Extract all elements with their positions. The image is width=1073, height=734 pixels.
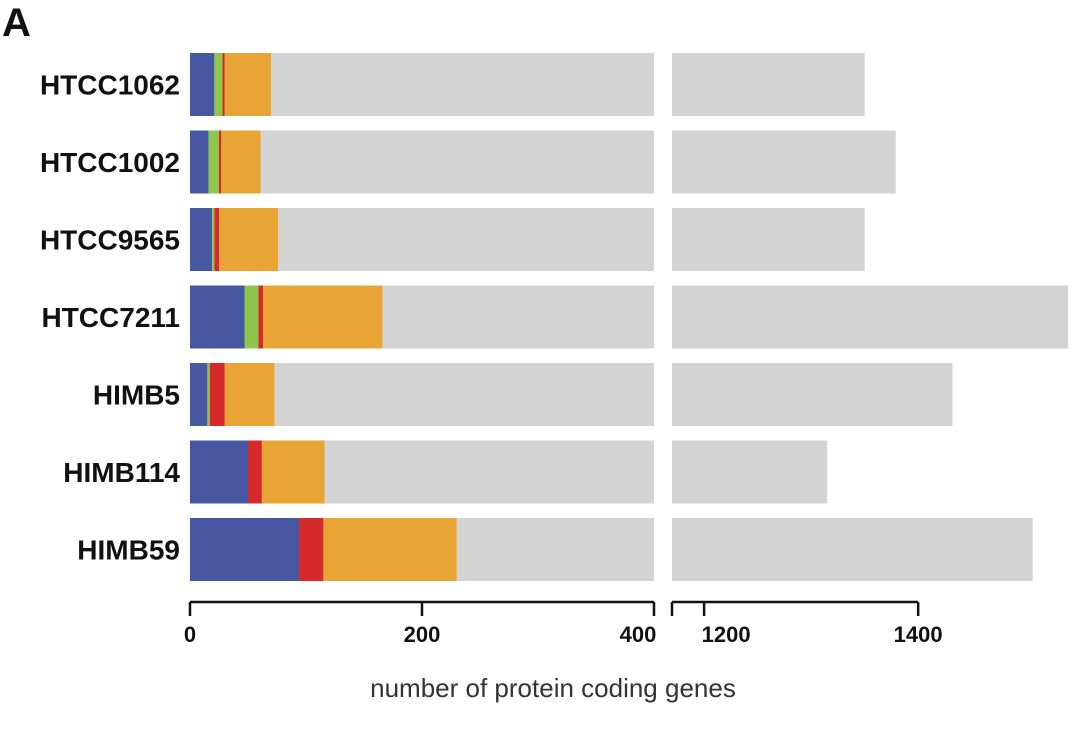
bar-segment-htcc7211-s3 (263, 285, 383, 349)
bar-segment-htcc1062-s2 (222, 53, 225, 116)
category-label-htcc7211: HTCC7211 (41, 302, 180, 333)
bar-segment-htcc7211-s0 (190, 285, 245, 349)
bar-segment-himb5-s1 (207, 363, 210, 426)
bar-segment-htcc1002-s1 (208, 130, 219, 194)
bar-segment-himb114-s4-upper (672, 440, 828, 504)
bar-segment-himb59-s0 (190, 518, 300, 581)
bar-segment-htcc1062-s1 (214, 53, 223, 116)
bar-row-htcc7211 (190, 285, 1068, 349)
bar-segment-htcc1002-s2 (219, 130, 222, 194)
bar-segment-htcc1002-s4-upper (672, 130, 896, 194)
category-labels: HTCC1062 HTCC1002 HTCC9565 HTCC7211 HIMB5 HIM… (40, 70, 180, 566)
bar-segment-htcc9565-s0 (190, 208, 213, 271)
x-tick-label-1400: 1400 (894, 622, 943, 647)
category-label-himb5: HIMB5 (93, 380, 180, 411)
bar-segment-htcc1002-s4 (260, 130, 654, 194)
category-label-htcc1002: HTCC1002 (40, 147, 180, 178)
bar-segment-himb59-s4-upper (672, 518, 1033, 581)
bar-segment-himb5-s0 (190, 363, 208, 426)
bar-row-htcc1002 (190, 130, 896, 194)
bar-segment-htcc1062-s4 (271, 53, 654, 116)
bar-segment-himb114-s0 (190, 440, 248, 504)
bar-segment-himb5-s4-upper (672, 363, 953, 426)
bar-segment-himb5-s2 (209, 363, 225, 426)
bar-segment-htcc7211-s4-upper (672, 285, 1068, 349)
bar-segment-htcc9565-s2 (214, 208, 219, 271)
bar-segment-himb5-s3 (224, 363, 275, 426)
bar-row-himb5 (190, 363, 953, 426)
bars (190, 53, 1068, 581)
bar-segment-himb5-s4 (274, 363, 654, 426)
bar-segment-himb59-s4 (456, 518, 654, 581)
x-tick-label-0: 0 (184, 622, 196, 647)
category-label-htcc9565: HTCC9565 (40, 225, 180, 256)
bar-segment-htcc7211-s1 (244, 285, 259, 349)
x-tick-label-200: 200 (404, 622, 441, 647)
bar-segment-htcc1062-s3 (224, 53, 272, 116)
bar-segment-himb59-s3 (323, 518, 457, 581)
x-axis: 0 200 400 1200 1400 (184, 600, 943, 647)
bar-segment-himb114-s4 (324, 440, 654, 504)
x-axis-title: number of protein coding genes (370, 673, 736, 703)
bar-segment-htcc9565-s4-upper (672, 208, 865, 271)
bar-segment-htcc1062-s4-upper (672, 53, 865, 116)
x-tick-label-1200: 1200 (702, 622, 751, 647)
bar-segment-htcc1062-s0 (190, 53, 215, 116)
bar-row-htcc1062 (190, 53, 865, 116)
bar-row-himb59 (190, 518, 1033, 581)
x-tick-label-400: 400 (620, 622, 657, 647)
panel-label: A (2, 1, 31, 45)
bar-segment-htcc7211-s2 (258, 285, 264, 349)
category-label-himb114: HIMB114 (63, 457, 180, 488)
bar-segment-himb114-s3 (261, 440, 325, 504)
bar-segment-htcc9565-s3 (219, 208, 279, 271)
bar-segment-htcc1002-s0 (190, 130, 209, 194)
bar-segment-htcc9565-s1 (212, 208, 215, 271)
bar-row-himb114 (190, 440, 828, 504)
category-label-htcc1062: HTCC1062 (40, 70, 180, 101)
bar-segment-htcc9565-s4 (278, 208, 654, 271)
bar-segment-himb114-s2 (248, 440, 262, 504)
category-label-himb59: HIMB59 (77, 535, 180, 566)
bar-segment-himb59-s2 (299, 518, 324, 581)
bar-row-htcc9565 (190, 208, 865, 271)
bar-segment-htcc1002-s3 (221, 130, 261, 194)
bar-segment-htcc7211-s4 (382, 285, 654, 349)
